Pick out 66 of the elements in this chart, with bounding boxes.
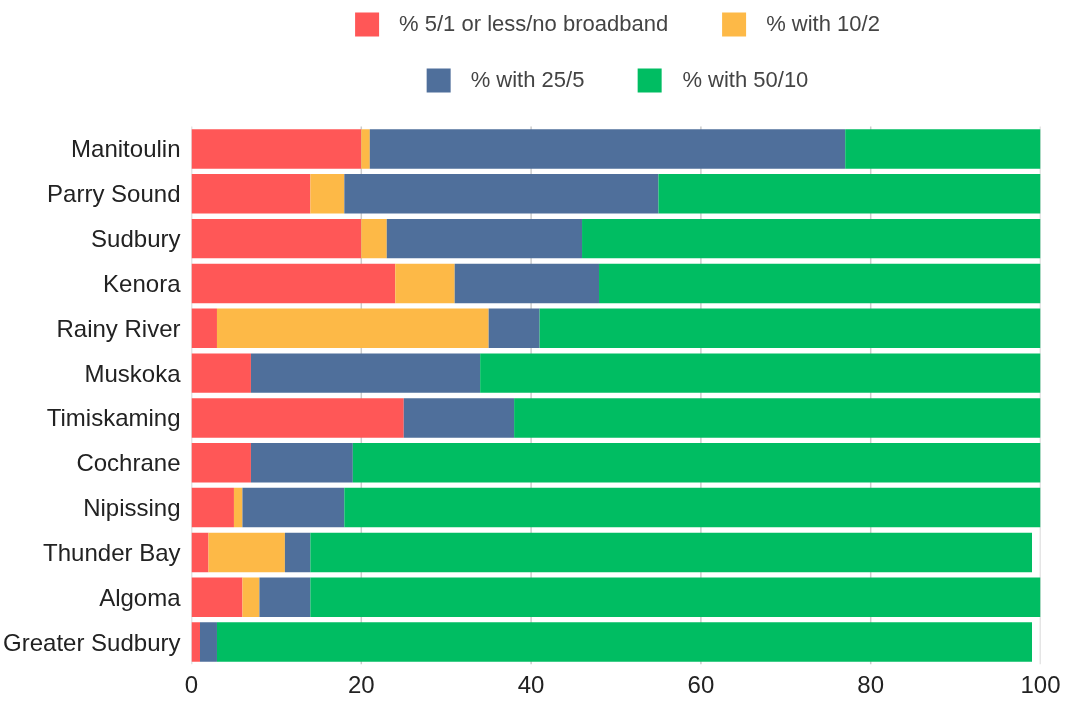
bar — [369, 129, 846, 169]
bar — [191, 532, 209, 573]
legend-label: % with 50/10 — [682, 67, 809, 93]
bar — [514, 398, 1041, 438]
y-tick-label: Rainy River — [56, 314, 181, 342]
y-tick-label: Timiskaming — [46, 404, 181, 432]
x-tick-label: 80 — [857, 670, 885, 698]
y-tick-label: Manitoulin — [71, 135, 181, 163]
bar — [191, 129, 362, 169]
bar — [284, 532, 311, 573]
y-tick-label: Greater Sudbury — [3, 628, 181, 656]
bar — [191, 487, 234, 528]
bar — [395, 263, 455, 304]
bar — [191, 263, 396, 304]
bar — [403, 398, 515, 438]
bar — [480, 353, 1041, 393]
bar — [845, 129, 1041, 169]
bar — [259, 577, 311, 617]
bar — [191, 218, 362, 259]
bar — [250, 353, 481, 393]
x-tick-label: 40 — [517, 670, 545, 698]
bar — [191, 174, 311, 214]
bar — [310, 174, 345, 214]
bar — [191, 577, 243, 617]
x-tick-label: 100 — [1020, 670, 1061, 698]
x-tick-label: 60 — [687, 670, 715, 698]
bar — [208, 532, 285, 573]
bar — [344, 174, 659, 214]
x-tick-label: 20 — [347, 670, 375, 698]
bar — [310, 577, 1041, 617]
bar — [216, 308, 489, 348]
bar — [344, 487, 1041, 528]
y-tick-label: Thunder Bay — [43, 538, 181, 566]
bar — [191, 443, 251, 483]
bar — [191, 622, 200, 662]
bar — [310, 532, 1033, 573]
bar — [242, 487, 345, 528]
y-tick-label: Cochrane — [76, 449, 181, 477]
legend-label: % with 25/5 — [470, 67, 585, 93]
bar — [361, 129, 370, 169]
bar — [242, 577, 260, 617]
y-tick-label: Parry Sound — [47, 180, 181, 208]
bar — [386, 218, 583, 259]
y-tick-label: Nipissing — [83, 494, 181, 522]
bar — [233, 487, 243, 528]
y-tick-label: Muskoka — [84, 359, 182, 387]
legend-label: % with 10/2 — [766, 11, 880, 37]
bar — [191, 353, 251, 393]
bar — [361, 218, 387, 259]
bar — [488, 308, 540, 348]
bar — [599, 263, 1041, 304]
bar — [454, 263, 600, 304]
bar — [191, 308, 217, 348]
y-tick-label: Kenora — [103, 269, 182, 297]
bar — [352, 443, 1041, 483]
legend-label: % 5/1 or less/no broadband — [399, 11, 669, 37]
bar — [250, 443, 353, 483]
bar — [216, 622, 1033, 662]
bar — [658, 174, 1041, 214]
y-tick-label: Algoma — [99, 583, 182, 611]
y-tick-label: Sudbury — [91, 225, 181, 253]
bar — [191, 398, 404, 438]
bar — [539, 308, 1041, 348]
bar — [582, 218, 1041, 259]
x-tick-label: 0 — [184, 670, 199, 698]
bar — [199, 622, 217, 662]
